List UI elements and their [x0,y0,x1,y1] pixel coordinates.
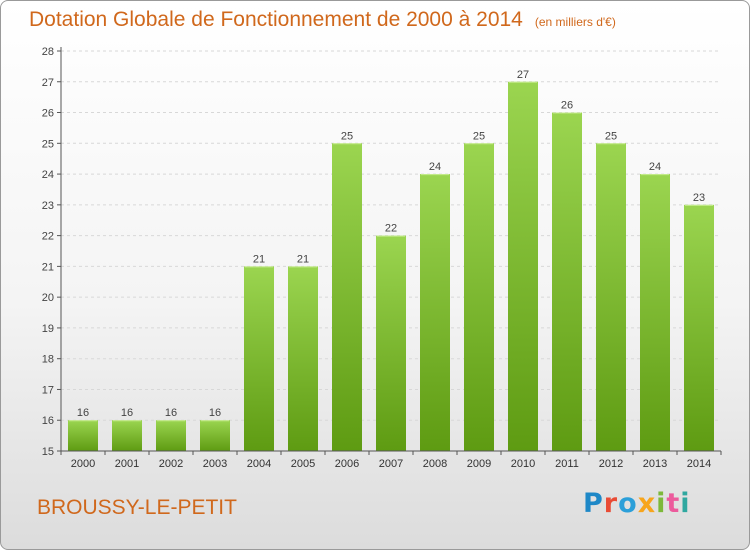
bar [684,204,714,451]
y-tick-label: 25 [42,138,54,150]
x-tick-label: 2014 [687,458,711,470]
data-labels: 16 16 16 16 21 21 25 22 24 25 27 26 25 24 23 [77,69,705,419]
bar [68,420,98,451]
data-label: 21 [297,253,309,265]
x-tick-label: 2003 [203,458,227,470]
data-label: 26 [561,100,573,112]
logo-letter: r [603,488,619,519]
data-label: 24 [649,161,661,173]
x-tick-label: 2013 [643,458,667,470]
bars [68,81,714,452]
bar [508,81,538,452]
bar [376,235,406,451]
y-tick-label: 28 [42,46,54,58]
y-tick-label: 20 [42,292,54,304]
y-tick-label: 21 [42,261,54,273]
logo-letter: P [583,488,604,519]
logo-letter: i [680,488,691,519]
x-tick-label: 2011 [555,458,579,470]
y-tick-label: 24 [42,169,54,181]
bar [552,112,582,452]
bar [464,143,494,452]
x-tick-label: 2000 [71,458,95,470]
y-tick-label: 22 [42,231,54,243]
x-tick-label: 2005 [291,458,315,470]
x-tick-label: 2001 [115,458,139,470]
y-tick-label: 26 [42,108,54,120]
bar [112,420,142,451]
bar [200,420,230,451]
data-label: 24 [429,161,441,173]
x-tick-label: 2002 [159,458,183,470]
y-tick-label: 16 [42,415,54,427]
data-label: 25 [341,130,353,142]
bar [596,143,626,452]
x-tick-label: 2004 [247,458,271,470]
chart-title: Dotation Globale de Fonctionnement de 20… [29,8,616,32]
data-label: 23 [693,192,705,204]
data-label: 25 [605,130,617,142]
bar [288,266,318,451]
y-tick-label: 27 [42,77,54,89]
data-label: 25 [473,130,485,142]
y-tick-label: 15 [42,446,54,458]
data-label: 16 [77,407,89,419]
bar [640,174,670,452]
x-tick-label: 2010 [511,458,535,470]
data-label: 22 [385,223,397,235]
x-tick-label: 2007 [379,458,403,470]
proxiti-logo: Proxiti [583,488,691,519]
x-tick-label: 2008 [423,458,447,470]
data-label: 27 [517,69,529,81]
title-text: Dotation Globale de Fonctionnement de 20… [29,8,523,31]
logo-letter: t [666,488,681,519]
x-tick-label: 2009 [467,458,491,470]
data-label: 16 [121,407,133,419]
axes: 15 16 17 18 19 20 21 22 23 24 25 26 27 28 2000 2001 2002… [42,46,722,470]
data-label: 16 [165,407,177,419]
logo-letter: i [656,488,667,519]
subtitle-text: (en milliers d'€) [534,15,616,29]
y-tick-label: 17 [42,384,54,396]
y-tick-label: 19 [42,323,54,335]
y-tick-label: 18 [42,354,54,366]
logo-letter: o [618,488,638,519]
x-tick-label: 2012 [599,458,623,470]
x-tick-label: 2006 [335,458,359,470]
bar [332,143,362,452]
y-tick-label: 23 [42,200,54,212]
logo-letter: x [637,488,657,519]
bar [156,420,186,451]
bar [244,266,274,451]
data-label: 16 [209,407,221,419]
bar [420,174,450,452]
data-label: 21 [253,253,265,265]
commune-name: BROUSSY-LE-PETIT [37,496,237,519]
